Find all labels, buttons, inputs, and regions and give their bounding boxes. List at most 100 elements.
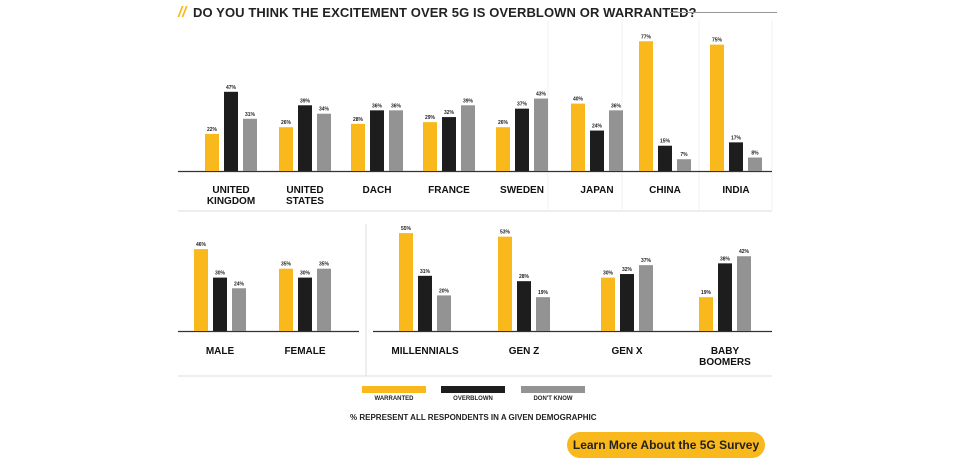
- x-tick-label-china: CHINA: [649, 185, 681, 196]
- x-tick-label-united-states: STATES: [286, 196, 324, 207]
- bar-sweden-overblown: [515, 108, 529, 171]
- data-label-dach-overblown: 36%: [372, 103, 383, 109]
- x-tick-label-female: FEMALE: [284, 346, 325, 357]
- bar-japan-dont-know: [609, 110, 623, 171]
- data-label-baby-boomers-dont-know: 42%: [739, 249, 750, 255]
- chart-title: // DO YOU THINK THE EXCITEMENT OVER 5G I…: [178, 4, 778, 22]
- bar-dach-dont-know: [389, 110, 403, 171]
- data-label-india-overblown: 17%: [731, 135, 742, 141]
- bar-india-warranted: [710, 44, 724, 171]
- x-tick-label-male: MALE: [206, 346, 235, 357]
- data-label-japan-overblown: 24%: [592, 124, 603, 130]
- legend-label-dont-know: DON'T KNOW: [533, 396, 573, 402]
- data-label-gen-x-dont-know: 37%: [641, 258, 652, 264]
- title-divider: [670, 12, 777, 13]
- bar-gen-x-overblown: [620, 274, 634, 331]
- data-label-china-warranted: 77%: [641, 34, 652, 40]
- bar-dach-overblown: [370, 110, 384, 171]
- data-label-united-states-dont-know: 34%: [319, 107, 330, 113]
- bar-female-dont-know: [317, 268, 331, 331]
- data-label-japan-warranted: 40%: [573, 97, 584, 103]
- data-label-india-warranted: 75%: [712, 38, 723, 44]
- title-text: DO YOU THINK THE EXCITEMENT OVER 5G IS O…: [193, 5, 697, 20]
- bar-baby-boomers-warranted: [699, 297, 713, 331]
- data-label-united-kingdom-warranted: 22%: [207, 127, 218, 133]
- x-tick-label-gen-x: GEN X: [611, 346, 642, 357]
- x-tick-label-dach: DACH: [363, 185, 392, 196]
- data-label-female-warranted: 35%: [281, 262, 292, 268]
- data-label-sweden-warranted: 26%: [498, 120, 509, 126]
- bar-male-dont-know: [232, 288, 246, 331]
- legend-label-overblown: OVERBLOWN: [453, 396, 493, 402]
- x-tick-label-millennials: MILLENNIALS: [391, 346, 459, 357]
- data-label-baby-boomers-overblown: 38%: [720, 256, 731, 262]
- legend-swatch-warranted: [362, 386, 426, 393]
- x-tick-label-japan: JAPAN: [580, 185, 613, 196]
- data-label-india-dont-know: 8%: [751, 151, 759, 157]
- legend-item-warranted: WARRANTED: [362, 386, 426, 402]
- data-label-female-overblown: 30%: [300, 271, 311, 277]
- bar-united-kingdom-warranted: [205, 133, 219, 171]
- learn-more-button[interactable]: Learn More About the 5G Survey: [567, 432, 765, 458]
- x-tick-label-united-states: UNITED: [286, 185, 323, 196]
- data-label-female-dont-know: 35%: [319, 262, 330, 268]
- data-label-gen-z-warranted: 53%: [500, 230, 511, 236]
- x-tick-label-baby-boomers: BABY: [711, 346, 740, 357]
- data-label-male-dont-know: 24%: [234, 281, 245, 287]
- legend-item-overblown: OVERBLOWN: [441, 386, 505, 402]
- bar-china-warranted: [639, 41, 653, 171]
- data-label-male-warranted: 46%: [196, 242, 207, 248]
- bar-france-overblown: [442, 117, 456, 171]
- bar-china-overblown: [658, 145, 672, 171]
- data-label-millennials-overblown: 31%: [420, 269, 431, 275]
- bar-millennials-dont-know: [437, 295, 451, 331]
- x-tick-label-india: INDIA: [722, 185, 749, 196]
- bar-india-overblown: [729, 142, 743, 171]
- data-label-china-dont-know: 7%: [680, 152, 688, 158]
- bar-china-dont-know: [677, 159, 691, 171]
- bar-france-warranted: [423, 122, 437, 171]
- bar-male-warranted: [194, 249, 208, 331]
- bar-united-kingdom-dont-know: [243, 118, 257, 171]
- bar-india-dont-know: [748, 157, 762, 171]
- bar-united-states-dont-know: [317, 113, 331, 171]
- x-tick-label-gen-z: GEN Z: [509, 346, 540, 357]
- bar-millennials-warranted: [399, 233, 413, 331]
- data-label-united-kingdom-dont-know: 31%: [245, 112, 256, 118]
- data-label-sweden-overblown: 37%: [517, 102, 528, 108]
- data-label-sweden-dont-know: 43%: [536, 92, 547, 98]
- bar-japan-warranted: [571, 103, 585, 171]
- data-label-france-warranted: 29%: [425, 115, 436, 121]
- bar-male-overblown: [213, 277, 227, 331]
- bar-gen-z-warranted: [498, 236, 512, 331]
- bar-dach-warranted: [351, 123, 365, 171]
- data-label-united-kingdom-overblown: 47%: [226, 85, 237, 91]
- legend-item-dont-know: DON'T KNOW: [521, 386, 585, 402]
- data-label-dach-dont-know: 36%: [391, 103, 402, 109]
- bar-united-states-warranted: [279, 127, 293, 171]
- data-label-gen-x-overblown: 32%: [622, 267, 633, 273]
- bar-female-warranted: [279, 268, 293, 331]
- data-label-gen-z-overblown: 28%: [519, 274, 530, 280]
- bar-baby-boomers-dont-know: [737, 256, 751, 331]
- data-label-baby-boomers-warranted: 19%: [701, 290, 712, 296]
- bar-gen-x-warranted: [601, 277, 615, 331]
- legend-swatch-dont-know: [521, 386, 585, 393]
- x-tick-label-sweden: SWEDEN: [500, 185, 544, 196]
- data-label-united-states-warranted: 26%: [281, 120, 292, 126]
- bar-united-kingdom-overblown: [224, 91, 238, 171]
- data-label-dach-warranted: 28%: [353, 117, 364, 123]
- data-label-gen-z-dont-know: 19%: [538, 290, 549, 296]
- bar-sweden-warranted: [496, 127, 510, 171]
- legend-label-warranted: WARRANTED: [374, 396, 414, 402]
- bar-gen-x-dont-know: [639, 265, 653, 331]
- title-slashes-icon: //: [178, 4, 187, 21]
- data-label-china-overblown: 15%: [660, 139, 671, 145]
- bar-united-states-overblown: [298, 105, 312, 171]
- data-label-france-dont-know: 39%: [463, 98, 474, 104]
- x-tick-label-baby-boomers: BOOMERS: [699, 357, 751, 368]
- bar-sweden-dont-know: [534, 98, 548, 171]
- data-label-france-overblown: 32%: [444, 110, 455, 116]
- data-label-millennials-dont-know: 20%: [439, 288, 450, 294]
